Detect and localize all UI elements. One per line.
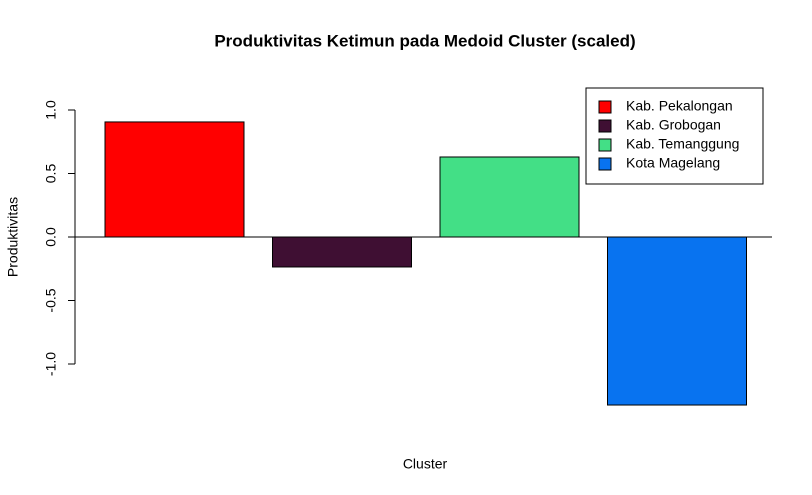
- y-tick-label: 1.0: [43, 100, 59, 120]
- legend-label: Kota Magelang: [626, 155, 720, 171]
- bar: [104, 121, 245, 238]
- legend-swatch: [598, 157, 612, 171]
- legend-label: Kab. Pekalongan: [626, 98, 733, 114]
- chart-title: Produktivitas Ketimun pada Medoid Cluste…: [214, 31, 635, 50]
- legend-box: [585, 87, 764, 185]
- y-tick-label: -0.5: [43, 288, 59, 312]
- y-tick-label: 0.5: [43, 164, 59, 184]
- bar: [439, 156, 580, 238]
- legend-label: Kab. Temanggung: [626, 136, 739, 152]
- y-tick-label: -1.0: [43, 352, 59, 376]
- legend-swatch: [598, 138, 612, 152]
- legend-swatch: [598, 100, 612, 114]
- legend-label: Kab. Grobogan: [626, 117, 721, 133]
- x-axis-label: Cluster: [403, 456, 448, 472]
- y-axis-label: Produktivitas: [5, 197, 21, 277]
- bar: [272, 236, 412, 268]
- bar: [607, 236, 747, 406]
- y-tick-label: 0.0: [43, 227, 59, 247]
- legend-swatch: [598, 119, 612, 133]
